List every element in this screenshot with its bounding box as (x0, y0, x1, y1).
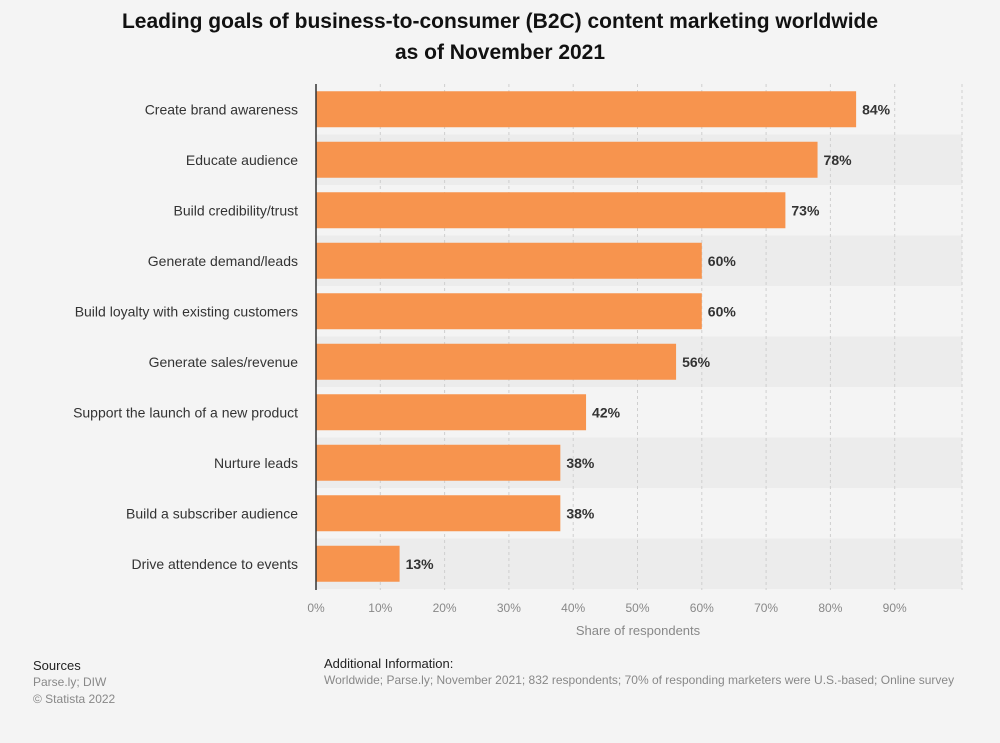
bar (316, 495, 561, 532)
additional-info-heading: Additional Information: (324, 656, 454, 671)
x-tick-label: 40% (561, 601, 585, 615)
row-band (316, 538, 962, 589)
category-label: Generate demand/leads (148, 253, 298, 269)
bar (316, 141, 818, 178)
bar (316, 91, 857, 128)
bar (316, 192, 786, 229)
x-tick-label: 10% (368, 601, 392, 615)
sources-block: Sources Parse.ly; DIW © Statista 2022 (33, 657, 115, 708)
x-tick-label: 30% (497, 601, 521, 615)
sources-line-2: © Statista 2022 (33, 692, 116, 706)
category-label: Generate sales/revenue (149, 354, 299, 370)
data-label: 73% (791, 202, 820, 218)
x-tick-label: 20% (433, 601, 457, 615)
x-tick-label: 90% (883, 601, 907, 615)
chart-title-line-2: as of November 2021 (394, 41, 606, 64)
additional-info-block: Additional Information: Worldwide; Parse… (324, 655, 954, 689)
additional-info-text: Worldwide; Parse.ly; November 2021; 832 … (324, 673, 955, 687)
bar (316, 242, 702, 279)
data-label: 60% (708, 303, 737, 319)
bar (316, 444, 561, 481)
data-label: 78% (824, 152, 853, 168)
category-label: Build a subscriber audience (126, 505, 298, 521)
data-label: 38% (566, 505, 595, 521)
x-tick-label: 50% (625, 601, 649, 615)
category-label: Drive attendence to events (131, 556, 298, 572)
category-label: Support the launch of a new product (73, 404, 298, 420)
x-axis-title: Share of respondents (576, 623, 701, 638)
category-label: Nurture leads (214, 455, 298, 471)
data-label: 38% (566, 455, 595, 471)
data-label: 84% (862, 101, 891, 117)
bar (316, 293, 702, 330)
category-label: Educate audience (186, 152, 298, 168)
data-label: 42% (592, 404, 621, 420)
x-tick-label: 70% (754, 601, 778, 615)
data-label: 60% (708, 253, 737, 269)
data-label: 56% (682, 354, 711, 370)
sources-line-1: Parse.ly; DIW (33, 675, 107, 689)
x-tick-label: 80% (818, 601, 842, 615)
x-tick-label: 0% (307, 601, 325, 615)
chart-title: Leading goals of business-to-consumer (B… (0, 6, 1000, 68)
chart-title-line-1: Leading goals of business-to-consumer (B… (121, 10, 879, 33)
sources-heading: Sources (33, 658, 81, 673)
category-label: Create brand awareness (145, 101, 298, 117)
bar (316, 343, 677, 380)
category-label: Build loyalty with existing customers (75, 303, 298, 319)
x-tick-label: 60% (690, 601, 714, 615)
bar (316, 394, 587, 431)
bar (316, 545, 400, 582)
data-label: 13% (406, 556, 435, 572)
category-label: Build credibility/trust (174, 202, 299, 218)
